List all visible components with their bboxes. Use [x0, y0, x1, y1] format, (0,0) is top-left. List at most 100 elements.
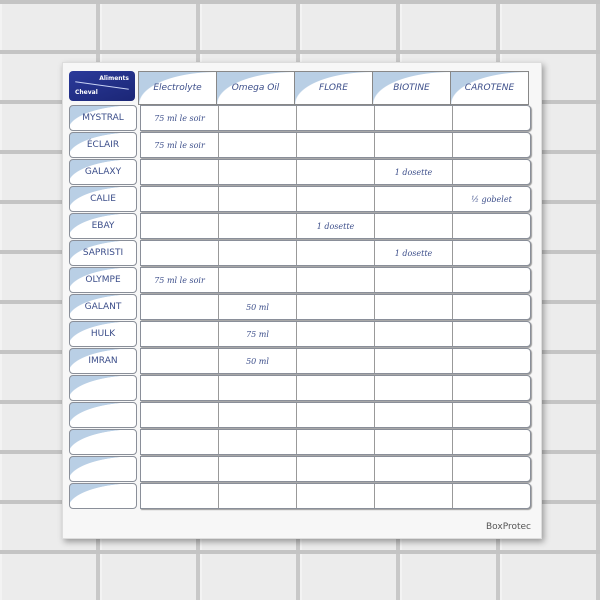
dose-cell[interactable] [297, 160, 375, 184]
dose-cell[interactable] [219, 430, 297, 454]
dose-cell[interactable] [453, 241, 530, 265]
dose-cell[interactable]: 50 ml [219, 295, 297, 319]
dose-cell[interactable] [297, 187, 375, 211]
whiteboard-planner: Aliments Cheval Electrolyte Omega Oil FLOR… [62, 62, 542, 539]
horse-name-cell[interactable] [69, 456, 137, 482]
horse-name-cell[interactable]: MYSTRAL [69, 105, 137, 131]
horse-name-cell[interactable]: OLYMPE [69, 267, 137, 293]
column-header: BIOTINE [373, 71, 451, 105]
horse-name-cell[interactable]: EBAY [69, 213, 137, 239]
dose-cell[interactable] [141, 376, 219, 400]
dose-cell[interactable] [141, 295, 219, 319]
dose-cell[interactable] [141, 349, 219, 373]
dose-cell[interactable] [375, 484, 453, 508]
horse-name-cell[interactable]: GALAXY [69, 159, 137, 185]
dose-cell[interactable] [297, 268, 375, 292]
horse-name-cell[interactable] [69, 375, 137, 401]
dose-cell[interactable] [297, 403, 375, 427]
horse-name-cell[interactable]: IMRAN [69, 348, 137, 374]
dose-cell[interactable] [219, 376, 297, 400]
dose-cell[interactable] [141, 484, 219, 508]
dose-cell[interactable] [297, 376, 375, 400]
dose-cell[interactable] [219, 484, 297, 508]
dose-cell[interactable] [375, 457, 453, 481]
horse-name-cell[interactable]: ÉCLAIR [69, 132, 137, 158]
dose-cell[interactable] [219, 403, 297, 427]
dose-cell[interactable]: 1 dosette [375, 241, 453, 265]
table-row: GALANT 50 ml [69, 293, 531, 320]
horse-name-cell[interactable]: CALIE [69, 186, 137, 212]
dose-cell[interactable]: 75 ml le soir [141, 106, 219, 130]
dose-cell[interactable] [297, 295, 375, 319]
dose-cell[interactable]: 75 ml le soir [141, 268, 219, 292]
dose-cell[interactable] [141, 457, 219, 481]
row-cells [140, 456, 531, 482]
dose-cell[interactable] [297, 133, 375, 157]
dose-cell[interactable]: 1 dosette [375, 160, 453, 184]
table-row [69, 482, 531, 509]
dose-cell[interactable] [219, 133, 297, 157]
dose-cell[interactable] [453, 322, 530, 346]
dose-cell[interactable] [297, 106, 375, 130]
dose-cell[interactable] [375, 349, 453, 373]
dose-cell[interactable] [453, 268, 530, 292]
row-cells [140, 483, 531, 509]
dose-cell[interactable] [375, 295, 453, 319]
horse-name-cell[interactable]: GALANT [69, 294, 137, 320]
dose-cell[interactable] [375, 376, 453, 400]
dose-cell[interactable] [375, 133, 453, 157]
dose-cell[interactable] [219, 214, 297, 238]
dose-cell[interactable] [141, 241, 219, 265]
dose-cell[interactable] [219, 106, 297, 130]
dose-cell[interactable] [297, 457, 375, 481]
dose-cell[interactable] [453, 160, 530, 184]
horse-name-cell[interactable] [69, 429, 137, 455]
row-cells: 75 ml le soir [140, 105, 531, 131]
dose-cell[interactable] [219, 457, 297, 481]
dose-cell[interactable] [375, 430, 453, 454]
horse-name-cell[interactable]: HULK [69, 321, 137, 347]
dose-cell[interactable] [219, 268, 297, 292]
dose-cell[interactable] [297, 322, 375, 346]
dose-cell[interactable] [375, 214, 453, 238]
dose-cell[interactable]: 75 ml le soir [141, 133, 219, 157]
dose-cell[interactable] [219, 160, 297, 184]
dose-cell[interactable] [375, 106, 453, 130]
dose-cell[interactable] [219, 187, 297, 211]
table-row [69, 428, 531, 455]
dose-cell[interactable] [219, 241, 297, 265]
dose-cell[interactable] [375, 322, 453, 346]
dose-cell[interactable]: 75 ml [219, 322, 297, 346]
dose-cell[interactable] [453, 214, 530, 238]
dose-cell[interactable] [297, 241, 375, 265]
dose-cell[interactable] [453, 457, 530, 481]
dose-cell[interactable] [375, 403, 453, 427]
horse-name-cell[interactable] [69, 402, 137, 428]
horse-name-cell[interactable]: SAPRISTI [69, 240, 137, 266]
horse-name-cell[interactable] [69, 483, 137, 509]
dose-cell[interactable] [141, 403, 219, 427]
dose-cell[interactable]: ½ gobelet [471, 194, 512, 204]
dose-cell[interactable] [141, 430, 219, 454]
dose-cell[interactable] [453, 295, 530, 319]
dose-cell[interactable] [141, 187, 219, 211]
dose-cell[interactable] [453, 133, 530, 157]
dose-cell[interactable] [375, 187, 453, 211]
dose-cell[interactable] [141, 322, 219, 346]
dose-cell[interactable] [141, 214, 219, 238]
dose-cell[interactable] [453, 484, 530, 508]
dose-cell[interactable] [297, 349, 375, 373]
dose-cell[interactable] [297, 484, 375, 508]
dose-cell[interactable] [453, 106, 530, 130]
dose-cell[interactable] [453, 403, 530, 427]
dose-cell[interactable] [141, 160, 219, 184]
table-row: GALAXY 1 dosette [69, 158, 531, 185]
dose-cell[interactable] [453, 430, 530, 454]
dose-cell[interactable]: 1 dosette [297, 214, 375, 238]
row-cells: 75 ml le soir [140, 132, 531, 158]
dose-cell[interactable] [453, 376, 530, 400]
dose-cell[interactable] [453, 349, 530, 373]
dose-cell[interactable] [375, 268, 453, 292]
dose-cell[interactable]: 50 ml [219, 349, 297, 373]
dose-cell[interactable] [297, 430, 375, 454]
